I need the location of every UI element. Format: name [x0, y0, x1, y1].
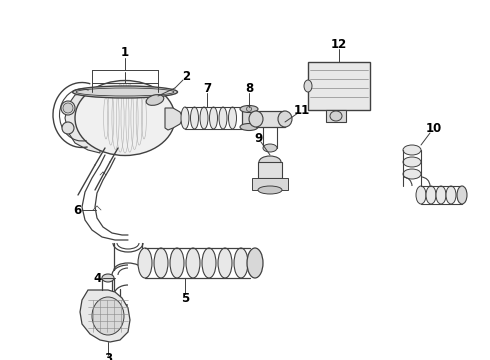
Text: 1: 1: [121, 45, 129, 58]
Ellipse shape: [330, 111, 342, 121]
Ellipse shape: [446, 186, 456, 204]
Ellipse shape: [403, 157, 421, 167]
Ellipse shape: [436, 186, 446, 204]
Text: 10: 10: [426, 122, 442, 135]
Ellipse shape: [258, 186, 282, 194]
Ellipse shape: [92, 297, 124, 335]
Polygon shape: [252, 178, 288, 190]
Ellipse shape: [186, 248, 200, 278]
Ellipse shape: [181, 107, 189, 129]
Ellipse shape: [138, 248, 152, 278]
Text: 12: 12: [331, 37, 347, 50]
Text: 3: 3: [104, 351, 112, 360]
Ellipse shape: [263, 144, 277, 152]
Ellipse shape: [403, 145, 421, 155]
Ellipse shape: [61, 101, 75, 115]
Ellipse shape: [63, 103, 73, 113]
Ellipse shape: [457, 186, 467, 204]
Ellipse shape: [278, 111, 292, 127]
Ellipse shape: [304, 80, 312, 92]
Ellipse shape: [102, 274, 114, 282]
Ellipse shape: [200, 107, 208, 129]
Ellipse shape: [249, 111, 263, 127]
Ellipse shape: [228, 107, 237, 129]
Ellipse shape: [73, 86, 177, 98]
Text: 9: 9: [254, 131, 262, 144]
Ellipse shape: [62, 122, 74, 134]
Ellipse shape: [154, 248, 168, 278]
Text: 6: 6: [73, 203, 81, 216]
Ellipse shape: [403, 169, 421, 179]
Polygon shape: [165, 108, 183, 130]
Ellipse shape: [146, 95, 164, 105]
Ellipse shape: [240, 123, 258, 130]
Ellipse shape: [218, 248, 232, 278]
Ellipse shape: [210, 107, 218, 129]
Polygon shape: [256, 111, 285, 127]
Text: 7: 7: [203, 81, 211, 94]
Ellipse shape: [426, 186, 436, 204]
Text: 2: 2: [182, 71, 190, 84]
Ellipse shape: [259, 156, 281, 168]
Ellipse shape: [247, 248, 263, 278]
Polygon shape: [258, 162, 282, 178]
Text: 11: 11: [294, 104, 310, 117]
Ellipse shape: [170, 248, 184, 278]
Polygon shape: [80, 290, 130, 342]
Ellipse shape: [202, 248, 216, 278]
Ellipse shape: [219, 107, 227, 129]
Bar: [242, 109, 256, 127]
Ellipse shape: [246, 107, 251, 112]
Ellipse shape: [240, 105, 258, 112]
Bar: [326, 110, 346, 122]
Ellipse shape: [75, 81, 175, 156]
Ellipse shape: [191, 107, 198, 129]
Polygon shape: [65, 90, 100, 153]
Text: 4: 4: [94, 271, 102, 284]
Text: 5: 5: [181, 292, 189, 305]
Text: 8: 8: [245, 81, 253, 94]
Ellipse shape: [234, 248, 248, 278]
Ellipse shape: [416, 186, 426, 204]
Bar: [308, 62, 370, 110]
